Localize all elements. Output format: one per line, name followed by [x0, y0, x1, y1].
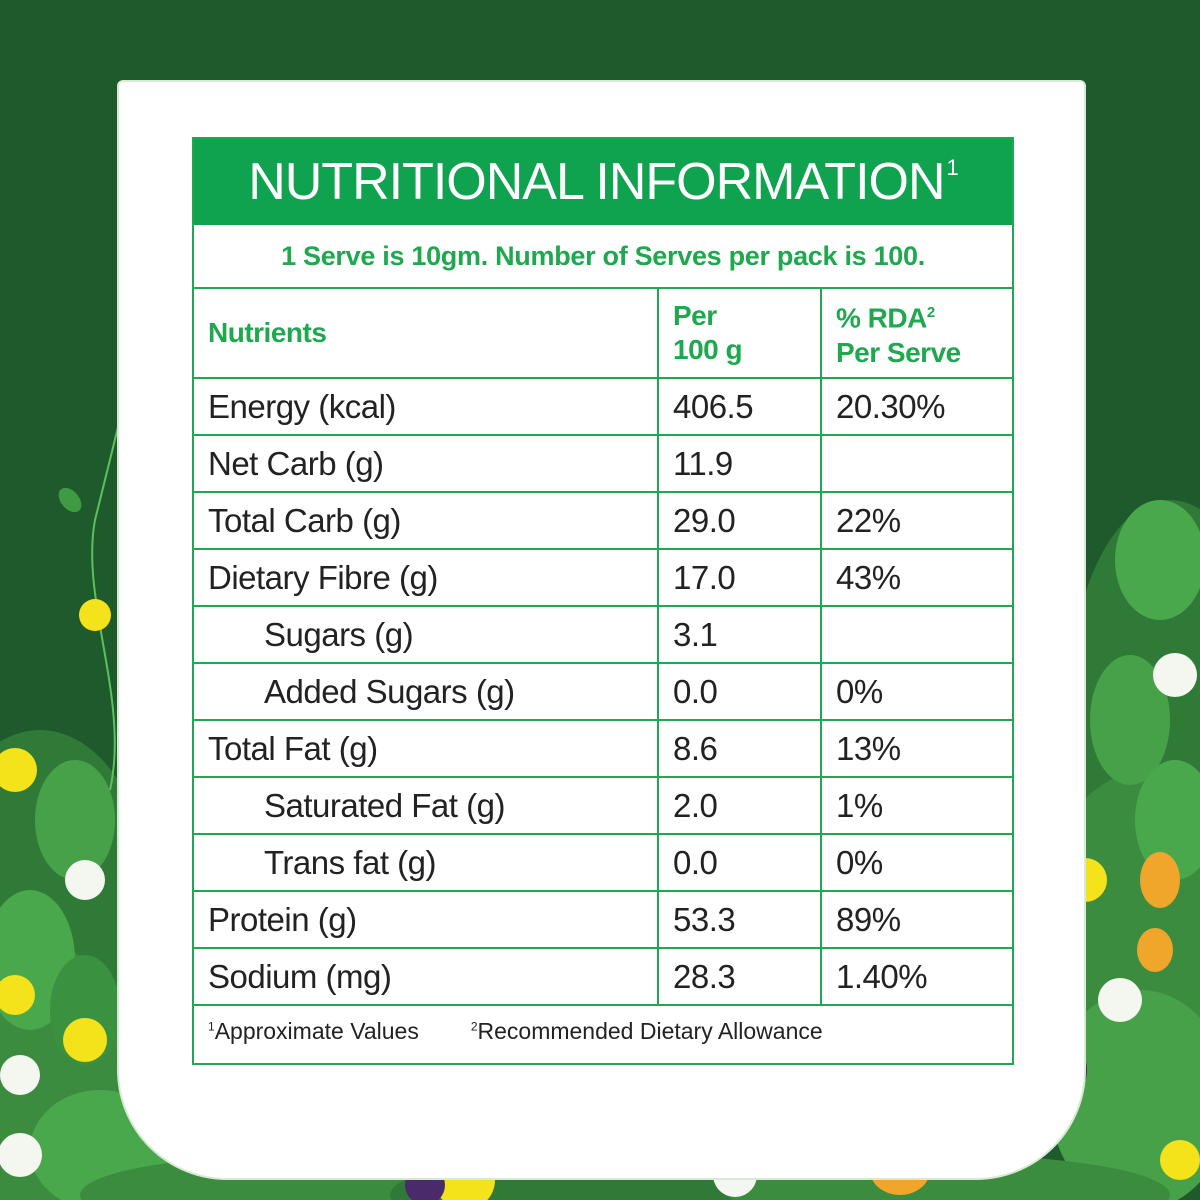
footnote-1-text: Approximate Values: [214, 1018, 419, 1044]
table-row: Net Carb (g) 11.9: [194, 434, 1012, 493]
right-foliage: [1030, 500, 1200, 1200]
title-footnote-marker: 1: [946, 155, 959, 180]
rda-value: 43%: [820, 548, 1012, 607]
nutrient-name: Energy (kcal): [194, 377, 659, 436]
nutrient-name: Protein (g): [194, 890, 659, 949]
per-100g-value: 29.0: [657, 491, 822, 550]
rda-value: 89%: [820, 890, 1012, 949]
header-per-line1: Per: [673, 300, 717, 331]
rda-value: 1.40%: [820, 947, 1012, 1006]
table-row: Saturated Fat (g) 2.0 1%: [194, 776, 1012, 835]
header-nutrients: Nutrients: [194, 289, 659, 379]
table-row: Energy (kcal) 406.5 20.30%: [194, 377, 1012, 436]
per-100g-value: 0.0: [657, 662, 822, 721]
rda-value: 0%: [820, 662, 1012, 721]
header-rda-line1: % RDA: [836, 302, 927, 334]
table-row: Sugars (g) 3.1: [194, 605, 1012, 664]
footnote-1-marker: 1: [208, 1019, 215, 1034]
per-100g-value: 406.5: [657, 377, 822, 436]
rda-value: [820, 605, 1012, 664]
table-row: Sodium (mg) 28.3 1.40%: [194, 947, 1012, 1006]
rda-value: 13%: [820, 719, 1012, 778]
table-row: Trans fat (g) 0.0 0%: [194, 833, 1012, 892]
header-per-100g: Per 100 g: [657, 289, 822, 379]
table-header-row: Nutrients Per 100 g % RDA2 Per Serve: [194, 289, 1012, 379]
per-100g-value: 17.0: [657, 548, 822, 607]
table-row: Protein (g) 53.3 89%: [194, 890, 1012, 949]
rda-value: 1%: [820, 776, 1012, 835]
nutrient-name: Dietary Fibre (g): [194, 548, 659, 607]
nutrient-name: Total Fat (g): [194, 719, 659, 778]
table-row: Total Carb (g) 29.0 22%: [194, 491, 1012, 550]
per-100g-value: 8.6: [657, 719, 822, 778]
nutrient-name: Trans fat (g): [194, 833, 659, 892]
table-row: Total Fat (g) 8.6 13%: [194, 719, 1012, 778]
title-text: NUTRITIONAL INFORMATION: [248, 153, 945, 211]
rda-value: 20.30%: [820, 377, 1012, 436]
footnote-2-text: Recommended Dietary Allowance: [477, 1018, 823, 1044]
nutrient-name: Total Carb (g): [194, 491, 659, 550]
nutrient-name: Added Sugars (g): [194, 662, 659, 721]
rda-value: 0%: [820, 833, 1012, 892]
footnote-2-marker: 2: [470, 1019, 478, 1034]
per-100g-value: 11.9: [657, 434, 822, 493]
nutrient-name: Sugars (g): [194, 605, 659, 664]
rda-footnote-marker: 2: [926, 304, 935, 322]
table-row: Added Sugars (g) 0.0 0%: [194, 662, 1012, 721]
serve-info: 1 Serve is 10gm. Number of Serves per pa…: [194, 225, 1012, 289]
per-100g-value: 28.3: [657, 947, 822, 1006]
nutrient-name: Sodium (mg): [194, 947, 659, 1006]
per-100g-value: 3.1: [657, 605, 822, 664]
per-100g-value: 2.0: [657, 776, 822, 835]
nutrition-panel: NUTRITIONAL INFORMATION 1 1 Serve is 10gm…: [192, 137, 1014, 1065]
footnotes: 1Approximate Values 2Recommended Dietary …: [208, 1018, 823, 1045]
nutrient-name: Net Carb (g): [194, 434, 659, 493]
header-rda-line2: Per Serve: [836, 336, 961, 368]
panel-title: NUTRITIONAL INFORMATION 1: [194, 139, 1012, 225]
nutrient-name: Saturated Fat (g): [194, 776, 659, 835]
rda-value: 22%: [820, 491, 1012, 550]
header-per-line2: 100 g: [673, 334, 743, 365]
per-100g-value: 0.0: [657, 833, 822, 892]
nutrition-table: Nutrients Per 100 g % RDA2 Per Serve Energ…: [194, 289, 1012, 1006]
per-100g-value: 53.3: [657, 890, 822, 949]
table-row: Dietary Fibre (g) 17.0 43%: [194, 548, 1012, 607]
header-rda: % RDA2 Per Serve: [820, 289, 1012, 379]
rda-value: [820, 434, 1012, 493]
footnote-2: 2Recommended Dietary Allowance: [471, 1018, 823, 1044]
